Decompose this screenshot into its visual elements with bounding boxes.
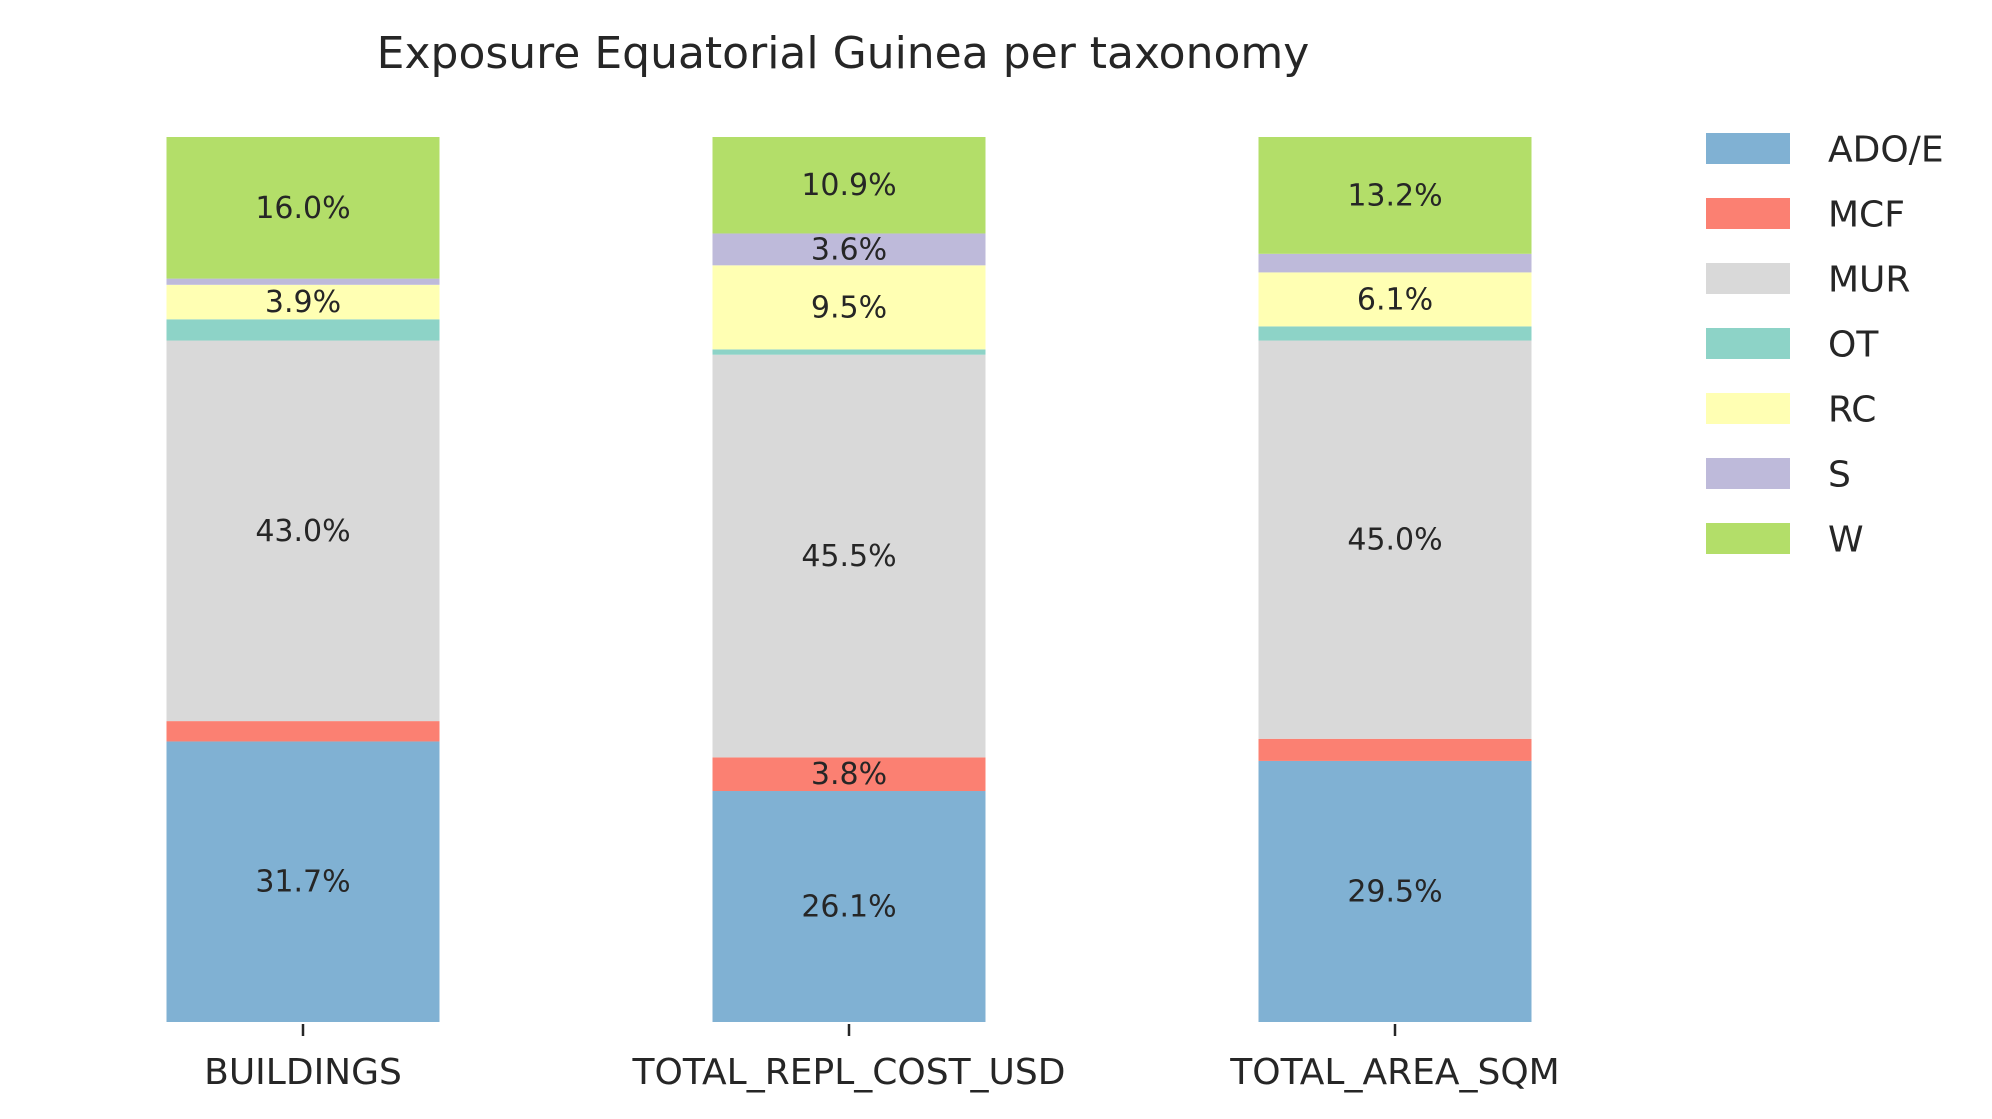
data-label-total-repl-cost-usd-rc: 9.5%	[811, 290, 887, 325]
data-label-buildings-mur: 43.0%	[255, 514, 350, 549]
legend-swatch-w	[1706, 523, 1790, 554]
data-label-buildings-w: 16.0%	[255, 191, 350, 226]
legend-label-rc: RC	[1828, 390, 1876, 431]
legend-item-mcf: MCF	[1706, 195, 1905, 236]
data-label-total-repl-cost-usd-mcf: 3.8%	[811, 757, 887, 792]
segment-labels-group: 31.7% 43.0% 3.9% 16.0% 26.1% 3.8% 45.5% 9.5% 3.6…	[255, 168, 1442, 924]
bar-segment-total-area-sqm-ado-e	[1258, 760, 1532, 1022]
bar-segment-buildings-w	[166, 137, 440, 279]
legend-label-ado-e: ADO/E	[1828, 130, 1944, 171]
chart-title: Exposure Equatorial Guinea per taxonomy	[377, 28, 1310, 79]
bar-segment-total-area-sqm-s	[1258, 253, 1532, 273]
legend-item-s: S	[1706, 455, 1851, 496]
legend-label-mur: MUR	[1828, 260, 1910, 301]
legend-item-ado-e: ADO/E	[1706, 130, 1944, 171]
bar-segment-total-area-sqm-ot	[1258, 326, 1532, 341]
x-tick-label-total-repl-cost-usd: TOTAL_REPL_COST_USD	[632, 1052, 1066, 1093]
legend-item-rc: RC	[1706, 390, 1876, 431]
legend-label-ot: OT	[1828, 325, 1879, 366]
data-label-total-area-sqm-ado-e: 29.5%	[1347, 874, 1442, 909]
bar-segment-total-repl-cost-usd-s	[712, 233, 986, 266]
legend-swatch-mcf	[1706, 198, 1790, 229]
bar-segment-total-repl-cost-usd-w	[712, 137, 986, 234]
legend-item-w: W	[1706, 520, 1864, 561]
bar-segment-total-repl-cost-usd-ot	[712, 349, 986, 355]
bar-segment-total-area-sqm-w	[1258, 137, 1532, 254]
data-label-total-area-sqm-rc: 6.1%	[1357, 282, 1433, 317]
legend-swatch-s	[1706, 458, 1790, 489]
x-axis: BUILDINGS TOTAL_REPL_COST_USD TOTAL_AREA_S…	[204, 1024, 1560, 1093]
legend-item-mur: MUR	[1706, 260, 1910, 301]
data-label-buildings-rc: 3.9%	[265, 285, 341, 320]
bar-segment-buildings-mur	[166, 340, 440, 722]
bar-segment-total-area-sqm-mcf	[1258, 738, 1532, 761]
legend-label-s: S	[1828, 455, 1851, 496]
data-label-total-area-sqm-w: 13.2%	[1347, 178, 1442, 213]
data-label-total-repl-cost-usd-s: 3.6%	[811, 232, 887, 267]
data-label-total-repl-cost-usd-ado-e: 26.1%	[801, 890, 896, 925]
bar-segment-buildings-mcf	[166, 721, 440, 742]
legend-item-ot: OT	[1706, 325, 1879, 366]
data-label-total-area-sqm-mur: 45.0%	[1347, 523, 1442, 558]
data-label-total-repl-cost-usd-w: 10.9%	[801, 168, 896, 203]
legend-swatch-ot	[1706, 328, 1790, 359]
data-label-total-repl-cost-usd-mur: 45.5%	[801, 539, 896, 574]
bar-segment-total-area-sqm-mur	[1258, 340, 1532, 739]
bar-segment-buildings-s	[166, 278, 440, 285]
bar-segment-total-repl-cost-usd-mcf	[712, 757, 986, 792]
bars-group	[166, 137, 1532, 1022]
x-tick-label-buildings: BUILDINGS	[204, 1052, 402, 1093]
legend-swatch-rc	[1706, 393, 1790, 424]
data-label-buildings-ado-e: 31.7%	[255, 865, 350, 900]
bar-segment-total-area-sqm-rc	[1258, 272, 1532, 327]
bar-segment-total-repl-cost-usd-ado-e	[712, 791, 986, 1022]
bar-segment-buildings-ado-e	[166, 741, 440, 1022]
legend-swatch-ado-e	[1706, 133, 1790, 164]
bar-segment-total-repl-cost-usd-rc	[712, 265, 986, 350]
legend-label-mcf: MCF	[1828, 195, 1905, 236]
bar-segment-buildings-ot	[166, 319, 440, 341]
legend: ADO/E MCF MUR OT RC SW	[1706, 130, 1944, 561]
bar-segment-total-repl-cost-usd-mur	[712, 354, 986, 758]
legend-label-w: W	[1828, 520, 1864, 561]
legend-swatch-mur	[1706, 263, 1790, 294]
x-tick-label-total-area-sqm: TOTAL_AREA_SQM	[1229, 1052, 1559, 1093]
bar-segment-buildings-rc	[166, 284, 440, 320]
